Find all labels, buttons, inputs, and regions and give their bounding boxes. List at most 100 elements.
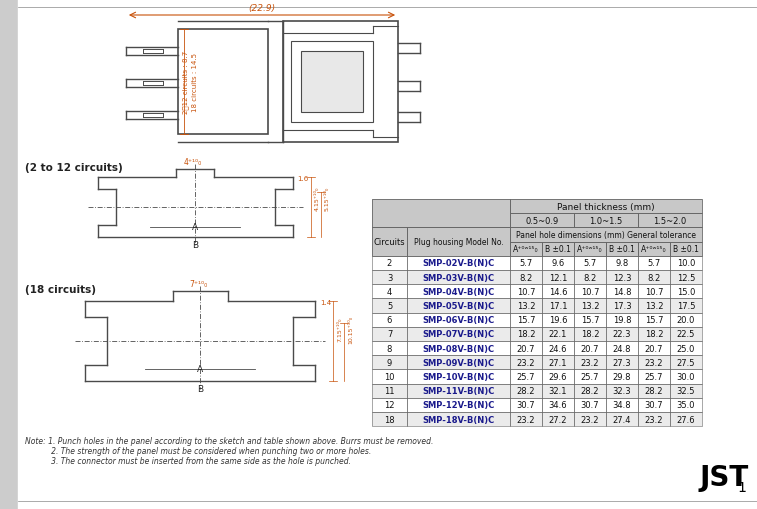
Bar bbox=[638, 327, 670, 342]
Text: 24.8: 24.8 bbox=[612, 344, 631, 353]
Bar bbox=[407, 370, 510, 384]
Text: 29.6: 29.6 bbox=[549, 372, 567, 381]
Bar bbox=[542, 384, 574, 398]
Text: 25.7: 25.7 bbox=[517, 372, 535, 381]
Text: 10.15⁺¹⁰₀: 10.15⁺¹⁰₀ bbox=[348, 315, 353, 344]
Bar bbox=[574, 242, 606, 257]
Bar bbox=[407, 285, 510, 299]
Text: 10.7: 10.7 bbox=[581, 287, 600, 296]
Text: 17.5: 17.5 bbox=[677, 301, 695, 310]
Bar bbox=[510, 342, 542, 355]
Bar bbox=[372, 355, 407, 370]
Bar bbox=[407, 257, 510, 270]
Bar bbox=[606, 398, 638, 412]
Text: JST: JST bbox=[700, 463, 749, 491]
Bar bbox=[510, 200, 702, 214]
Bar bbox=[542, 270, 574, 285]
Bar bbox=[542, 384, 574, 398]
Bar bbox=[372, 384, 407, 398]
Text: 15.7: 15.7 bbox=[645, 316, 663, 325]
Bar bbox=[510, 228, 702, 242]
Text: 4⁺¹⁰₀: 4⁺¹⁰₀ bbox=[184, 158, 202, 166]
Text: 34.8: 34.8 bbox=[612, 401, 631, 410]
Text: 5: 5 bbox=[387, 301, 392, 310]
Bar bbox=[638, 299, 670, 313]
Bar bbox=[510, 412, 542, 427]
Bar bbox=[670, 313, 702, 327]
Text: SMP-10V-B(N)C: SMP-10V-B(N)C bbox=[422, 372, 494, 381]
Bar bbox=[638, 285, 670, 299]
Text: 30.7: 30.7 bbox=[581, 401, 600, 410]
Text: 4: 4 bbox=[387, 287, 392, 296]
Bar bbox=[372, 370, 407, 384]
Bar bbox=[407, 285, 510, 299]
Text: 2: 2 bbox=[387, 259, 392, 268]
Text: B ±0.1: B ±0.1 bbox=[673, 245, 699, 253]
Text: 22.5: 22.5 bbox=[677, 330, 695, 338]
Text: (18 circuits): (18 circuits) bbox=[25, 285, 96, 294]
Bar bbox=[0, 0, 18, 509]
Bar bbox=[606, 412, 638, 427]
Bar bbox=[407, 228, 510, 257]
Bar bbox=[372, 412, 407, 427]
Bar bbox=[372, 200, 510, 228]
Bar bbox=[638, 398, 670, 412]
Bar bbox=[638, 214, 702, 228]
Text: 1.6: 1.6 bbox=[298, 176, 309, 182]
Bar bbox=[542, 398, 574, 412]
Bar bbox=[407, 270, 510, 285]
Text: SMP-11V-B(N)C: SMP-11V-B(N)C bbox=[422, 386, 494, 395]
Text: 19.8: 19.8 bbox=[612, 316, 631, 325]
Bar bbox=[407, 384, 510, 398]
Bar bbox=[638, 313, 670, 327]
Text: 8.2: 8.2 bbox=[519, 273, 533, 282]
Bar bbox=[670, 327, 702, 342]
Text: 12.3: 12.3 bbox=[612, 273, 631, 282]
Bar bbox=[510, 342, 542, 355]
Bar bbox=[542, 270, 574, 285]
Bar bbox=[291, 42, 373, 123]
Text: 32.1: 32.1 bbox=[549, 386, 567, 395]
Bar bbox=[407, 313, 510, 327]
Text: 13.2: 13.2 bbox=[517, 301, 535, 310]
Bar bbox=[574, 214, 638, 228]
Text: SMP-05V-B(N)C: SMP-05V-B(N)C bbox=[422, 301, 494, 310]
Bar bbox=[670, 242, 702, 257]
Bar bbox=[510, 384, 542, 398]
Bar bbox=[574, 327, 606, 342]
Bar bbox=[372, 228, 407, 257]
Bar bbox=[574, 412, 606, 427]
Bar bbox=[574, 398, 606, 412]
Bar bbox=[670, 313, 702, 327]
Text: SMP-09V-B(N)C: SMP-09V-B(N)C bbox=[422, 358, 494, 367]
Bar bbox=[574, 327, 606, 342]
Bar bbox=[407, 327, 510, 342]
Bar bbox=[372, 342, 407, 355]
Text: 22.3: 22.3 bbox=[612, 330, 631, 338]
Text: 9.6: 9.6 bbox=[551, 259, 565, 268]
Bar bbox=[670, 398, 702, 412]
Text: 5.15⁺¹⁰₀: 5.15⁺¹⁰₀ bbox=[325, 186, 329, 211]
Bar bbox=[670, 342, 702, 355]
Bar bbox=[574, 313, 606, 327]
Bar bbox=[510, 412, 542, 427]
Bar bbox=[606, 370, 638, 384]
Bar bbox=[510, 355, 542, 370]
Bar bbox=[407, 412, 510, 427]
Bar bbox=[510, 398, 542, 412]
Bar bbox=[542, 242, 574, 257]
Bar bbox=[372, 355, 407, 370]
Bar bbox=[606, 355, 638, 370]
Bar bbox=[542, 412, 574, 427]
Text: 8.2: 8.2 bbox=[647, 273, 661, 282]
Text: Plug housing Model No.: Plug housing Model No. bbox=[413, 238, 503, 247]
Text: Panel thickness (mm): Panel thickness (mm) bbox=[557, 202, 655, 211]
Bar bbox=[510, 327, 542, 342]
Bar bbox=[510, 270, 542, 285]
Bar bbox=[638, 412, 670, 427]
Text: 10.7: 10.7 bbox=[645, 287, 663, 296]
Bar bbox=[407, 327, 510, 342]
Bar bbox=[283, 22, 398, 143]
Text: A⁺⁰ʷ¹⁵₀: A⁺⁰ʷ¹⁵₀ bbox=[577, 245, 603, 253]
Bar bbox=[638, 214, 702, 228]
